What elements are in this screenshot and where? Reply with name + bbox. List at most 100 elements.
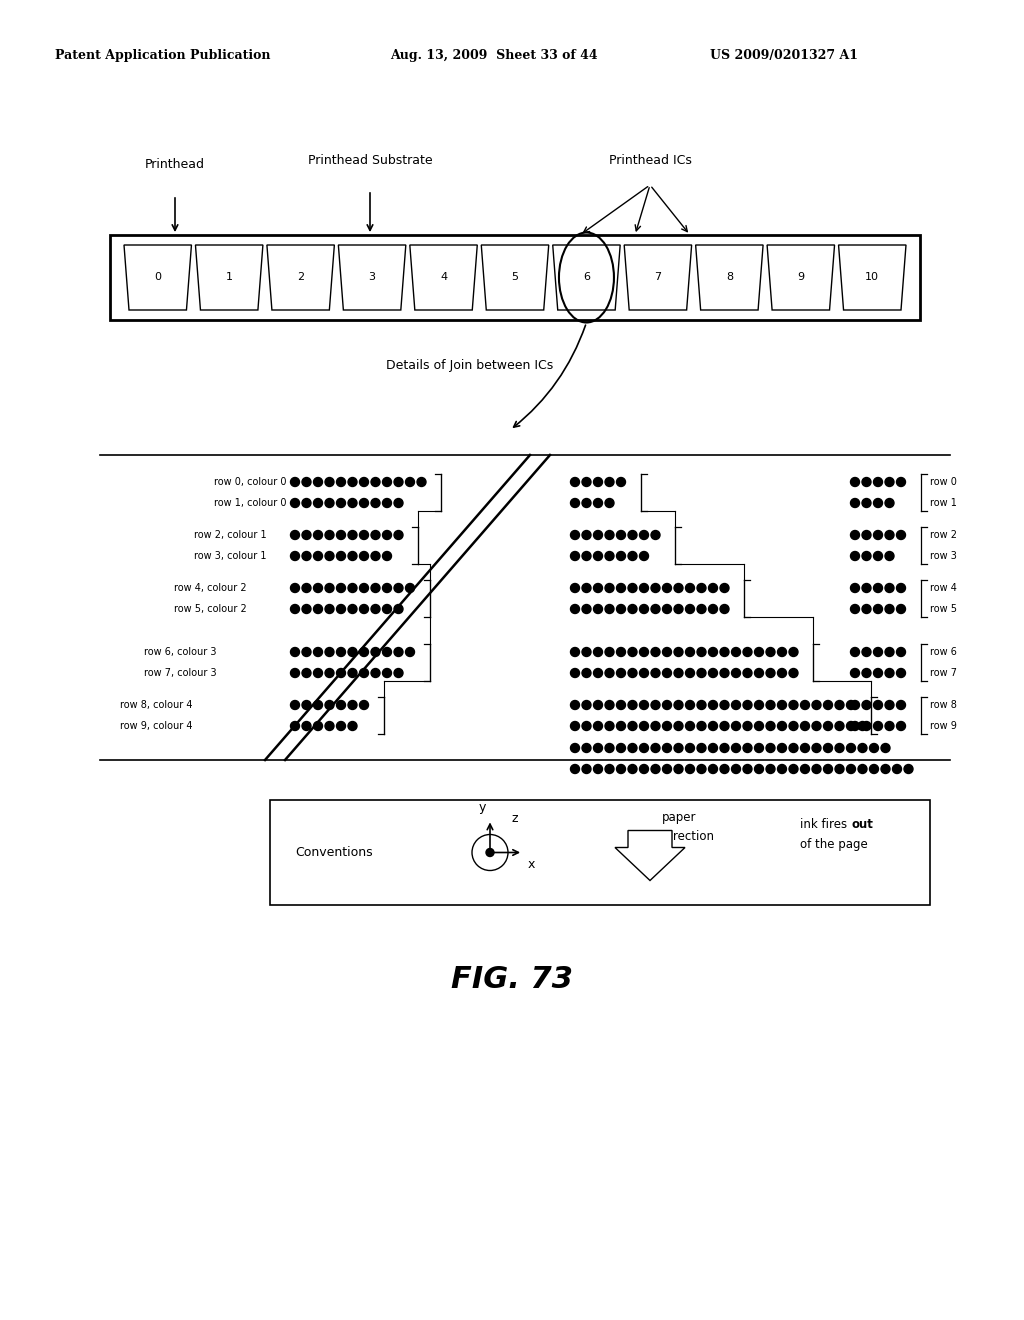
Polygon shape (124, 246, 191, 310)
Circle shape (628, 764, 637, 774)
Circle shape (570, 668, 580, 677)
Text: Patent Application Publication: Patent Application Publication (55, 49, 270, 62)
Circle shape (359, 499, 369, 507)
Circle shape (709, 743, 718, 752)
Polygon shape (267, 246, 335, 310)
Circle shape (743, 722, 752, 730)
Text: row 0: row 0 (931, 477, 957, 487)
Circle shape (628, 531, 637, 540)
Circle shape (720, 743, 729, 752)
Text: Printhead Substrate: Printhead Substrate (307, 153, 432, 166)
Circle shape (896, 531, 905, 540)
Circle shape (486, 849, 494, 857)
Circle shape (720, 648, 729, 656)
Circle shape (640, 668, 648, 677)
Circle shape (605, 478, 614, 487)
Circle shape (359, 531, 369, 540)
Text: Conventions: Conventions (295, 846, 373, 859)
Circle shape (651, 764, 660, 774)
Text: row 7, colour 3: row 7, colour 3 (144, 668, 217, 678)
Circle shape (697, 701, 706, 710)
Circle shape (616, 605, 626, 614)
Circle shape (709, 668, 718, 677)
Circle shape (291, 701, 299, 710)
Circle shape (862, 531, 871, 540)
Circle shape (582, 478, 591, 487)
Circle shape (640, 531, 648, 540)
Circle shape (835, 743, 844, 752)
Circle shape (685, 648, 694, 656)
Circle shape (731, 764, 740, 774)
Circle shape (582, 552, 591, 561)
Circle shape (709, 605, 718, 614)
Circle shape (885, 583, 894, 593)
Circle shape (663, 583, 672, 593)
Circle shape (847, 764, 855, 774)
Circle shape (862, 668, 871, 677)
Circle shape (582, 531, 591, 540)
Text: 9: 9 (798, 272, 805, 282)
Circle shape (904, 764, 913, 774)
Polygon shape (615, 830, 685, 880)
Circle shape (594, 743, 602, 752)
Circle shape (337, 668, 345, 677)
Circle shape (348, 478, 357, 487)
Circle shape (605, 743, 614, 752)
Circle shape (616, 478, 626, 487)
Circle shape (651, 605, 660, 614)
Circle shape (371, 478, 380, 487)
Circle shape (628, 668, 637, 677)
Text: row 1, colour 0: row 1, colour 0 (214, 498, 287, 508)
Circle shape (755, 722, 764, 730)
Circle shape (851, 531, 859, 540)
Circle shape (896, 701, 905, 710)
Circle shape (881, 743, 890, 752)
Circle shape (313, 499, 323, 507)
Circle shape (674, 583, 683, 593)
Circle shape (862, 722, 871, 730)
Circle shape (755, 648, 764, 656)
Circle shape (709, 583, 718, 593)
Circle shape (325, 531, 334, 540)
Circle shape (896, 668, 905, 677)
Text: row 8: row 8 (931, 700, 957, 710)
Circle shape (862, 648, 871, 656)
Circle shape (594, 764, 602, 774)
Circle shape (640, 722, 648, 730)
Circle shape (651, 701, 660, 710)
Circle shape (766, 764, 775, 774)
Circle shape (731, 722, 740, 730)
Circle shape (616, 531, 626, 540)
Circle shape (570, 605, 580, 614)
Circle shape (302, 531, 311, 540)
Circle shape (858, 743, 867, 752)
Circle shape (371, 583, 380, 593)
Text: row 1: row 1 (931, 498, 957, 508)
Circle shape (685, 701, 694, 710)
Circle shape (594, 701, 602, 710)
Circle shape (605, 701, 614, 710)
Circle shape (685, 605, 694, 614)
Circle shape (697, 583, 706, 593)
Circle shape (862, 478, 871, 487)
Circle shape (812, 764, 821, 774)
Circle shape (674, 605, 683, 614)
Circle shape (371, 499, 380, 507)
Circle shape (862, 499, 871, 507)
Circle shape (302, 605, 311, 614)
Text: x: x (528, 858, 536, 870)
Circle shape (777, 648, 786, 656)
Text: 2: 2 (297, 272, 304, 282)
Circle shape (313, 648, 323, 656)
Circle shape (777, 701, 786, 710)
Circle shape (359, 605, 369, 614)
Circle shape (685, 583, 694, 593)
Circle shape (851, 552, 859, 561)
Circle shape (766, 701, 775, 710)
Circle shape (777, 764, 786, 774)
Circle shape (570, 722, 580, 730)
Text: direction: direction (662, 830, 714, 843)
Circle shape (594, 668, 602, 677)
Polygon shape (196, 246, 263, 310)
Circle shape (851, 605, 859, 614)
